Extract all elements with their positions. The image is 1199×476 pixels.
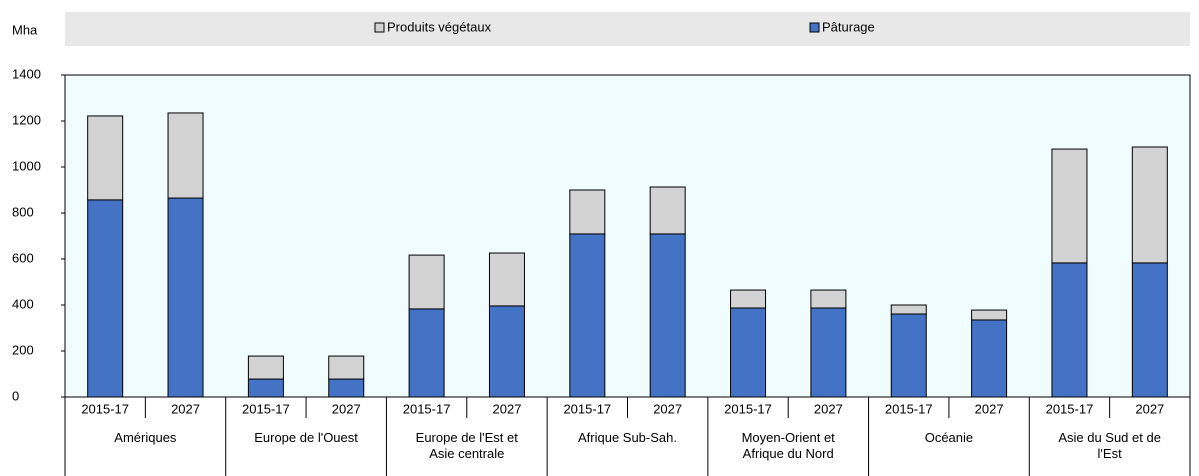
group-label: Europe de l'Est et Asie centrale (415, 430, 518, 461)
bar-segment (167, 112, 204, 199)
bar-segment (87, 115, 124, 201)
bar-segment (649, 233, 686, 398)
y-tick-label: 400 (12, 296, 34, 311)
group-label: Amériques (114, 430, 177, 445)
bar-segment (87, 199, 124, 398)
bar-segment (247, 378, 284, 398)
x-tick-label: 2015-17 (563, 401, 611, 416)
y-tick-label: 0 (12, 388, 19, 403)
y-tick-label: 800 (12, 204, 34, 219)
bar-segment (971, 319, 1008, 398)
y-tick-label: 1000 (12, 158, 41, 173)
x-tick-label: 2027 (493, 401, 522, 416)
bar-segment (167, 197, 204, 398)
bar-segment (247, 355, 284, 380)
x-tick-label: 2027 (814, 401, 843, 416)
legend-swatch (809, 22, 820, 33)
group-label: Afrique Sub-Sah. (577, 430, 677, 445)
legend-swatch (374, 22, 385, 33)
bar-segment (810, 307, 847, 398)
bar-segment (1131, 146, 1168, 264)
bar-segment (408, 308, 445, 398)
x-tick-label: 2027 (332, 401, 361, 416)
y-tick-label: 1200 (12, 112, 41, 127)
legend-label: Pâturage (822, 19, 875, 34)
bar-segment (1131, 262, 1168, 398)
bar-segment (408, 254, 445, 310)
bar-segment (730, 307, 767, 398)
bar-segment (488, 305, 525, 398)
x-tick-label: 2015-17 (885, 401, 933, 416)
x-tick-label: 2027 (171, 401, 200, 416)
x-tick-label: 2015-17 (242, 401, 290, 416)
y-axis-label: Mha (12, 22, 38, 37)
x-tick-label: 2015-17 (724, 401, 772, 416)
bar-segment (569, 189, 606, 235)
y-tick-label: 1400 (12, 66, 41, 81)
group-label: Océanie (924, 430, 974, 445)
bar-segment (730, 289, 767, 309)
bar-segment (328, 378, 365, 398)
bar-segment (890, 304, 927, 315)
x-tick-label: 2015-17 (403, 401, 451, 416)
x-tick-label: 2027 (1135, 401, 1164, 416)
bar-segment (328, 355, 365, 380)
bar-segment (569, 233, 606, 398)
plot-area (64, 74, 1191, 398)
x-tick-label: 2027 (975, 401, 1004, 416)
legend-band (65, 12, 1190, 46)
group-label: Moyen-Orient et Afrique du Nord (741, 430, 835, 461)
bar-segment (971, 309, 1008, 321)
bar-segment (649, 186, 686, 235)
bar-segment (1051, 148, 1088, 264)
y-tick-label: 200 (12, 342, 34, 357)
legend-label: Produits végétaux (387, 19, 492, 34)
x-tick-label: 2015-17 (1046, 401, 1094, 416)
x-tick-label: 2027 (653, 401, 682, 416)
group-label: Asie du Sud et de l'Est (1058, 430, 1161, 461)
y-tick-label: 600 (12, 250, 34, 265)
x-tick-label: 2015-17 (81, 401, 129, 416)
bar-segment (1051, 262, 1088, 398)
group-label: Europe de l'Ouest (254, 430, 358, 445)
bar-segment (810, 289, 847, 309)
bar-segment (890, 313, 927, 398)
bar-segment (488, 252, 525, 307)
